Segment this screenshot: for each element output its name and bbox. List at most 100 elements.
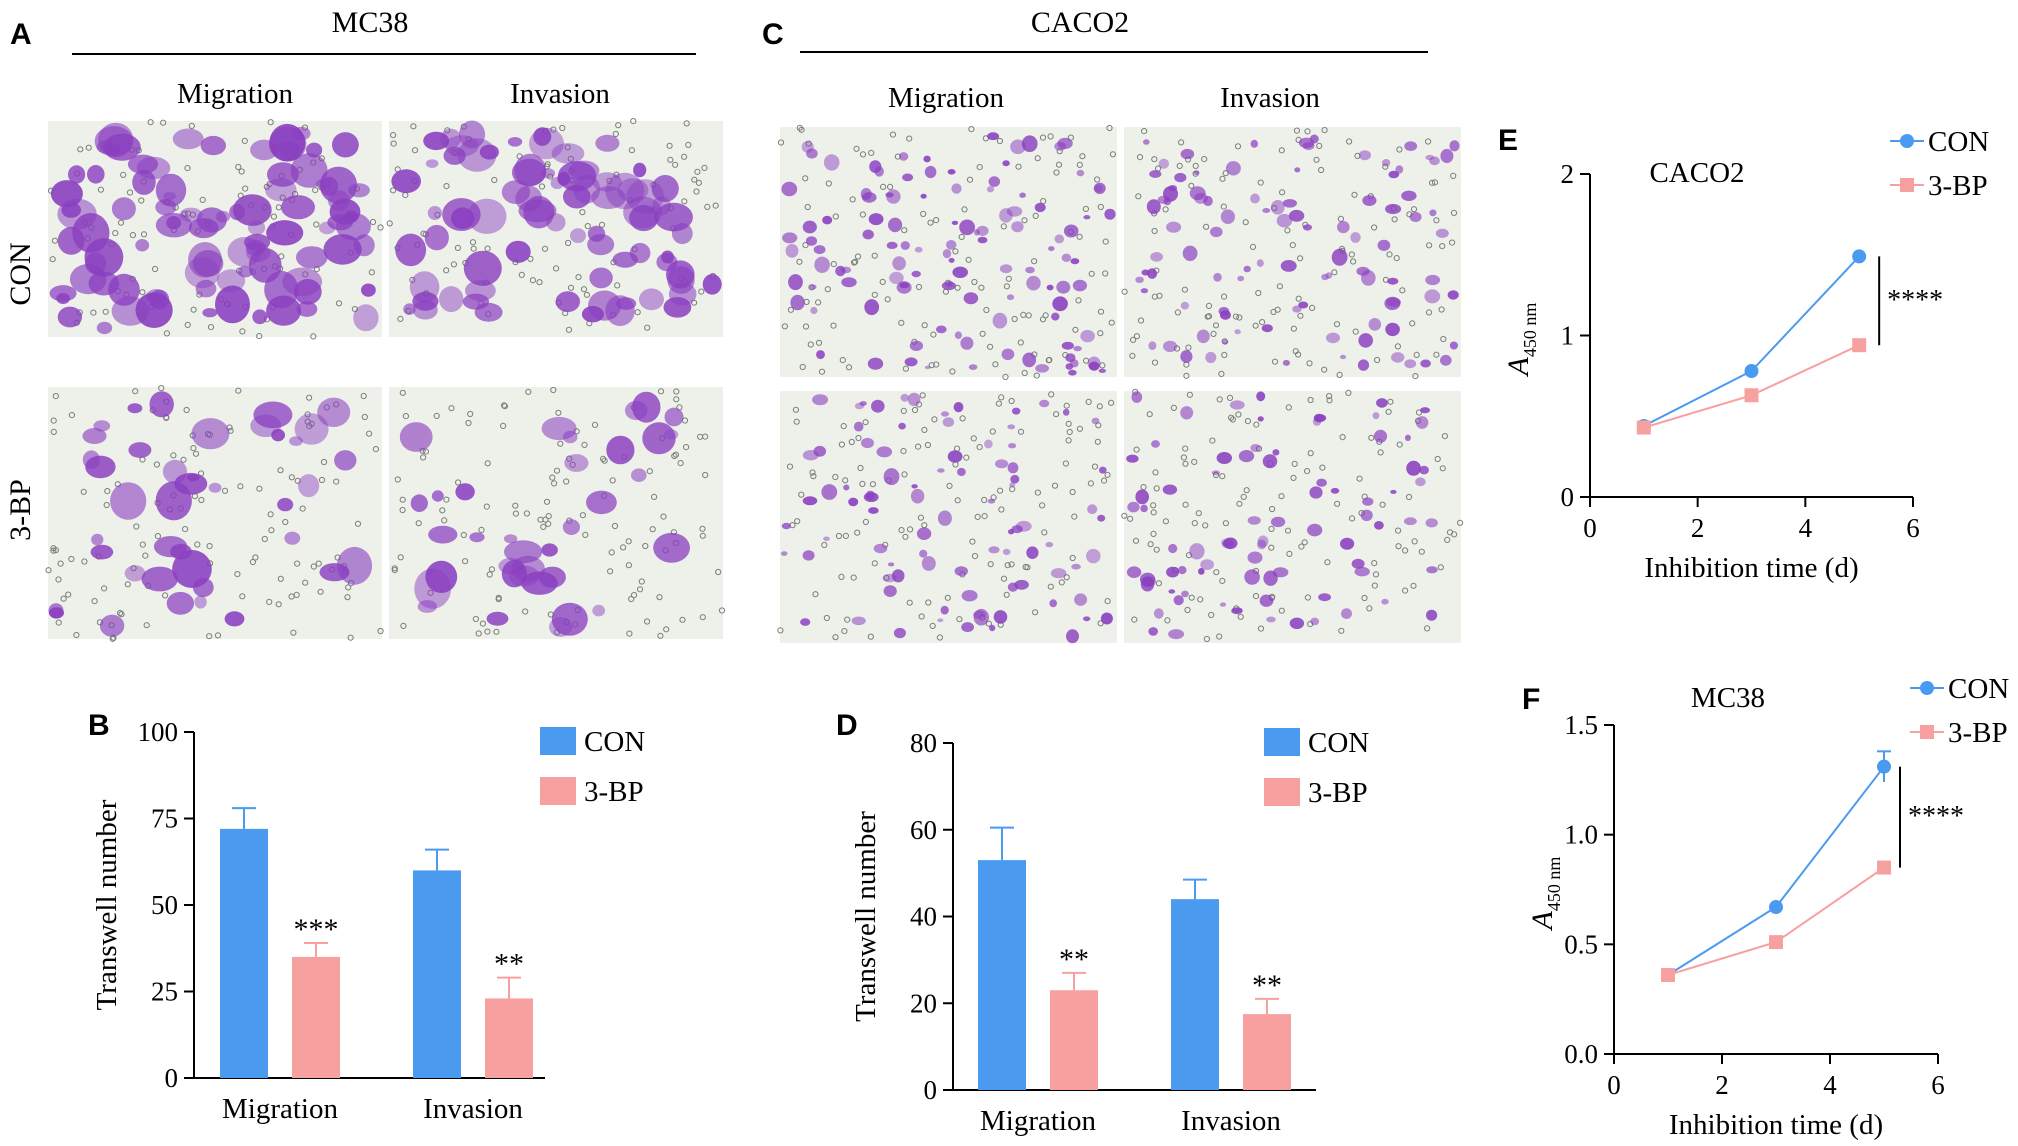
micrograph-A-con-invasion-cell <box>573 174 601 204</box>
micrograph-C-con-migration-cell <box>911 270 921 278</box>
micrograph-C-3bp-migration-pore <box>915 443 922 450</box>
micrograph-A-3bp-invasion-pore <box>525 388 532 395</box>
micrograph-C-con-invasion-pore <box>1350 258 1357 265</box>
panel-D-letter: D <box>836 709 858 742</box>
micrograph-C-con-migration-cell <box>1070 258 1080 265</box>
micrograph-A-3bp-invasion-pore <box>455 479 462 486</box>
micrograph-C-3bp-invasion-cell <box>1166 566 1180 578</box>
micrograph-A-3bp-migration-pore <box>361 413 368 421</box>
micrograph-C-3bp-migration-pore <box>1063 574 1070 581</box>
micrograph-A-3bp-invasion-pore <box>657 632 664 639</box>
micrograph-C-con-invasion-pore <box>1412 373 1419 380</box>
micrograph-A-3bp-migration-pore <box>290 629 297 636</box>
micrograph-C-con-invasion-pore <box>1192 162 1199 169</box>
micrograph-C-con-invasion-cell <box>1309 134 1319 144</box>
micrograph-C-3bp-migration-pore <box>1063 402 1070 409</box>
micrograph-A-3bp-invasion-pore <box>523 510 531 517</box>
micrograph-C-con-migration-pore <box>906 135 913 142</box>
micrograph-A-3bp-migration-pore <box>81 558 88 565</box>
micrograph-A-3bp-invasion-pore <box>600 455 607 462</box>
micrograph-C-3bp-invasion-pore <box>1235 411 1242 418</box>
chart-E-point-con <box>1852 249 1867 264</box>
micrograph-A-3bp-migration-pore <box>275 601 282 608</box>
micrograph-C-3bp-migration-pore <box>1097 620 1104 627</box>
micrograph-C-3bp-invasion-pore <box>1379 501 1386 508</box>
micrograph-C-con-invasion-pore <box>1336 371 1343 378</box>
micrograph-C-3bp-migration-pore <box>998 506 1005 513</box>
micrograph-A-con-invasion-cell <box>639 288 664 311</box>
micrograph-A-con-invasion-pore <box>491 176 498 184</box>
micrograph-C-3bp-migration-pore <box>924 441 932 449</box>
micrograph-A-3bp-migration-pore <box>317 588 324 595</box>
micrograph-C-3bp-invasion-cell <box>1250 444 1261 452</box>
micrograph-C-3bp-migration-pore <box>974 513 981 521</box>
micrograph-C-con-migration-pore <box>880 183 887 190</box>
micrograph-A-3bp-invasion-pore <box>550 386 557 394</box>
chart-F-ylabel-sub: 450 nm <box>1544 857 1564 912</box>
micrograph-C-3bp-invasion-pore <box>1334 500 1341 507</box>
chart-D-ytick-label: 80 <box>910 728 937 758</box>
micrograph-A-con-invasion-cell <box>427 206 442 220</box>
micrograph-C-3bp-migration-pore <box>998 394 1005 401</box>
chart-F-legend-label-con: CON <box>1948 673 2009 705</box>
micrograph-A-3bp-migration-pore <box>132 388 139 395</box>
micrograph-A-3bp-migration-cell <box>284 531 301 545</box>
panel-C-micrographs <box>777 124 1464 644</box>
micrograph-A-con-migration-pore <box>310 333 317 340</box>
micrograph-C-con-invasion-pore <box>1156 292 1163 299</box>
micrograph-C-con-migration-cell <box>902 173 914 182</box>
micrograph-C-con-invasion-pore <box>1431 179 1439 186</box>
micrograph-C-con-migration-pore <box>853 145 860 152</box>
micrograph-C-con-migration-pore <box>859 211 867 218</box>
micrograph-C-con-migration-pore <box>777 139 785 146</box>
micrograph-C-3bp-migration-pore <box>900 448 907 455</box>
micrograph-C-3bp-migration-pore <box>1104 598 1111 605</box>
micrograph-C-con-invasion-pore <box>1413 351 1420 358</box>
micrograph-A-con-invasion-cell <box>412 300 438 320</box>
micrograph-C-con-migration-pore <box>1075 297 1082 304</box>
chart-F-point-con <box>1877 759 1891 774</box>
micrograph-C-3bp-migration-cell <box>868 507 879 514</box>
micrograph-C-con-migration-cell <box>946 240 957 250</box>
micrograph-A-con-invasion-cell <box>651 175 679 202</box>
micrograph-C-con-migration-cell <box>1052 296 1068 312</box>
micrograph-C-con-invasion-pore <box>1352 328 1359 335</box>
micrograph-C-con-migration-cell <box>814 256 830 273</box>
micrograph-C-con-migration-cell <box>823 154 840 171</box>
micrograph-A-3bp-migration-pore <box>143 622 150 629</box>
micrograph-C-con-migration-cell <box>806 148 818 159</box>
micrograph-C-con-invasion-cell <box>1196 329 1210 344</box>
micrograph-C-con-migration-cell <box>885 192 894 198</box>
micrograph-A-3bp-invasion-cell <box>469 532 485 543</box>
micrograph-C-con-invasion-pore <box>1205 302 1213 309</box>
micrograph-C-con-invasion-pore <box>1425 309 1433 316</box>
micrograph-C-con-migration-pore <box>1002 373 1009 380</box>
micrograph-C-3bp-invasion-pore <box>1243 487 1250 494</box>
micrograph-A-3bp-migration-cell <box>334 450 357 471</box>
micrograph-A-con-invasion-cell <box>546 213 566 232</box>
micrograph-A-con-invasion-cell <box>409 271 440 303</box>
micrograph-A-3bp-migration-pore <box>117 609 124 617</box>
micrograph-C-3bp-invasion-cell <box>1419 465 1429 475</box>
micrograph-A-con-invasion-cell <box>457 138 497 172</box>
micrograph-A-con-invasion-pore <box>580 286 588 293</box>
micrograph-C-3bp-invasion-cell <box>1362 497 1374 506</box>
micrograph-A-3bp-invasion-cell <box>399 422 433 452</box>
micrograph-C-3bp-invasion-pore <box>1326 393 1333 400</box>
micrograph-C-3bp-migration-cell <box>812 394 829 406</box>
micrograph-C-3bp-migration-cell <box>887 562 895 567</box>
micrograph-C-3bp-migration-pore <box>987 561 994 568</box>
micrograph-A-3bp-migration-cell <box>277 497 294 512</box>
micrograph-A-3bp-invasion-cell <box>417 600 437 613</box>
micrograph-C-con-migration-cell <box>1073 345 1082 352</box>
micrograph-C-con-invasion-pore <box>1438 306 1445 313</box>
micrograph-C-3bp-migration-pore <box>832 634 839 641</box>
micrograph-A-3bp-migration-cell <box>294 413 329 445</box>
micrograph-C-3bp-migration-cell <box>953 402 964 413</box>
chart-D-legend-swatch-3-bp <box>1264 778 1300 806</box>
micrograph-C-3bp-migration-cell <box>851 616 866 626</box>
micrograph-A-3bp-migration-pore <box>310 563 317 570</box>
micrograph-C-3bp-invasion-cell <box>1272 449 1280 456</box>
micrograph-A-con-migration-pore <box>129 232 136 239</box>
micrograph-A-3bp-invasion-pore <box>472 615 479 623</box>
